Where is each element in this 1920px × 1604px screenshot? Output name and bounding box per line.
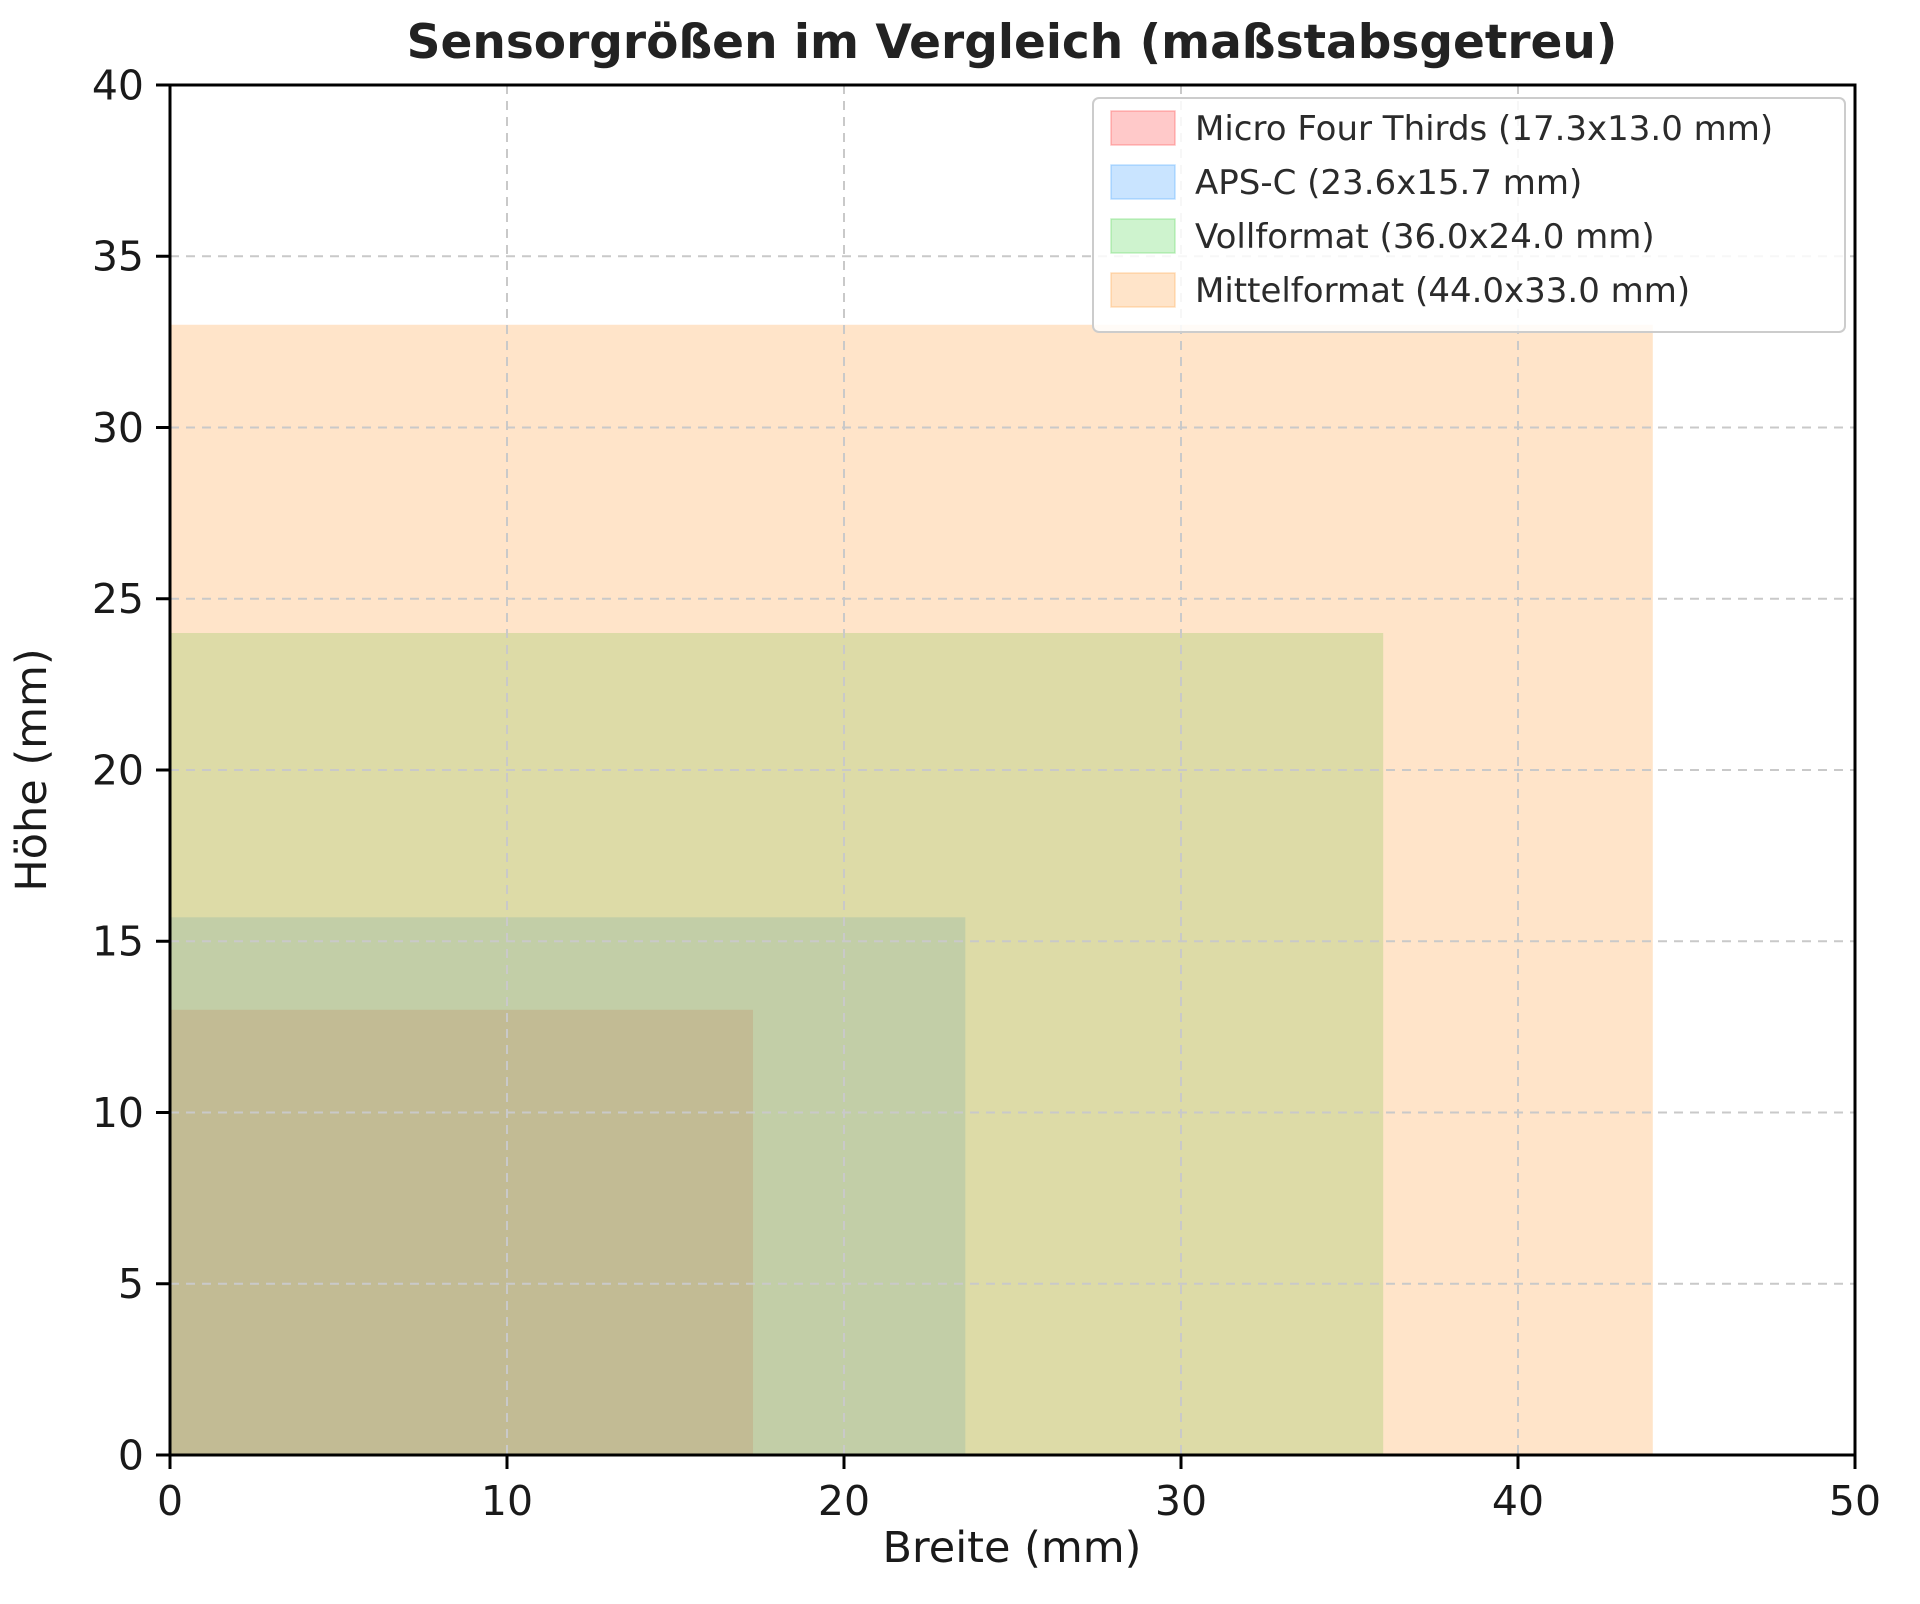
x-axis-label: Breite (mm) <box>883 1523 1142 1573</box>
legend-swatch-0 <box>1110 110 1176 146</box>
y-axis-label: Höhe (mm) <box>7 648 57 891</box>
legend-label-1: APS-C (23.6x15.7 mm) <box>1195 163 1582 203</box>
legend-label-2: Vollformat (36.0x24.0 mm) <box>1195 217 1655 257</box>
legend-layer: Micro Four Thirds (17.3x13.0 mm) APS-C (2… <box>1092 97 1846 333</box>
tick-label-x-30: 30 <box>1155 1477 1207 1525</box>
tick-label-y-25: 25 <box>92 575 144 623</box>
sensor-rect-3 <box>170 324 1653 1455</box>
tick-label-x-20: 20 <box>818 1477 870 1525</box>
tick-label-y-35: 35 <box>92 233 144 281</box>
legend-item-0: Micro Four Thirds (17.3x13.0 mm) <box>1110 109 1773 149</box>
tick-label-x-50: 50 <box>1829 1477 1881 1525</box>
legend-label-0: Micro Four Thirds (17.3x13.0 mm) <box>1195 109 1773 149</box>
legend-item-3: Mittelformat (44.0x33.0 mm) <box>1110 271 1690 311</box>
legend-swatch-1 <box>1110 164 1176 200</box>
tick-label-y-15: 15 <box>92 918 144 966</box>
chart-title: Sensorgrößen im Vergleich (maßstabsgetre… <box>407 15 1618 70</box>
legend-item-1: APS-C (23.6x15.7 mm) <box>1110 163 1582 203</box>
sensor-rects-layer <box>170 324 1653 1455</box>
sensor-rect-1 <box>170 917 966 1455</box>
tick-label-y-40: 40 <box>92 61 144 109</box>
tick-label-y-5: 5 <box>118 1260 144 1308</box>
axes-layer: 0 10 20 30 40 50 0 5 10 15 20 25 30 35 40 <box>92 61 1881 1525</box>
tick-label-x-40: 40 <box>1492 1477 1544 1525</box>
sensor-rect-0 <box>170 1009 754 1455</box>
tick-label-y-10: 10 <box>92 1089 144 1137</box>
tick-label-x-10: 10 <box>481 1477 533 1525</box>
legend-swatch-3 <box>1110 272 1176 308</box>
legend-label-3: Mittelformat (44.0x33.0 mm) <box>1195 271 1690 311</box>
tick-label-y-20: 20 <box>92 746 144 794</box>
legend-box <box>1092 97 1846 333</box>
tick-label-x-0: 0 <box>157 1477 183 1525</box>
legend-swatch-2 <box>1110 218 1176 254</box>
tick-label-y-0: 0 <box>118 1431 144 1479</box>
legend-item-2: Vollformat (36.0x24.0 mm) <box>1110 217 1655 257</box>
tick-label-y-30: 30 <box>92 404 144 452</box>
